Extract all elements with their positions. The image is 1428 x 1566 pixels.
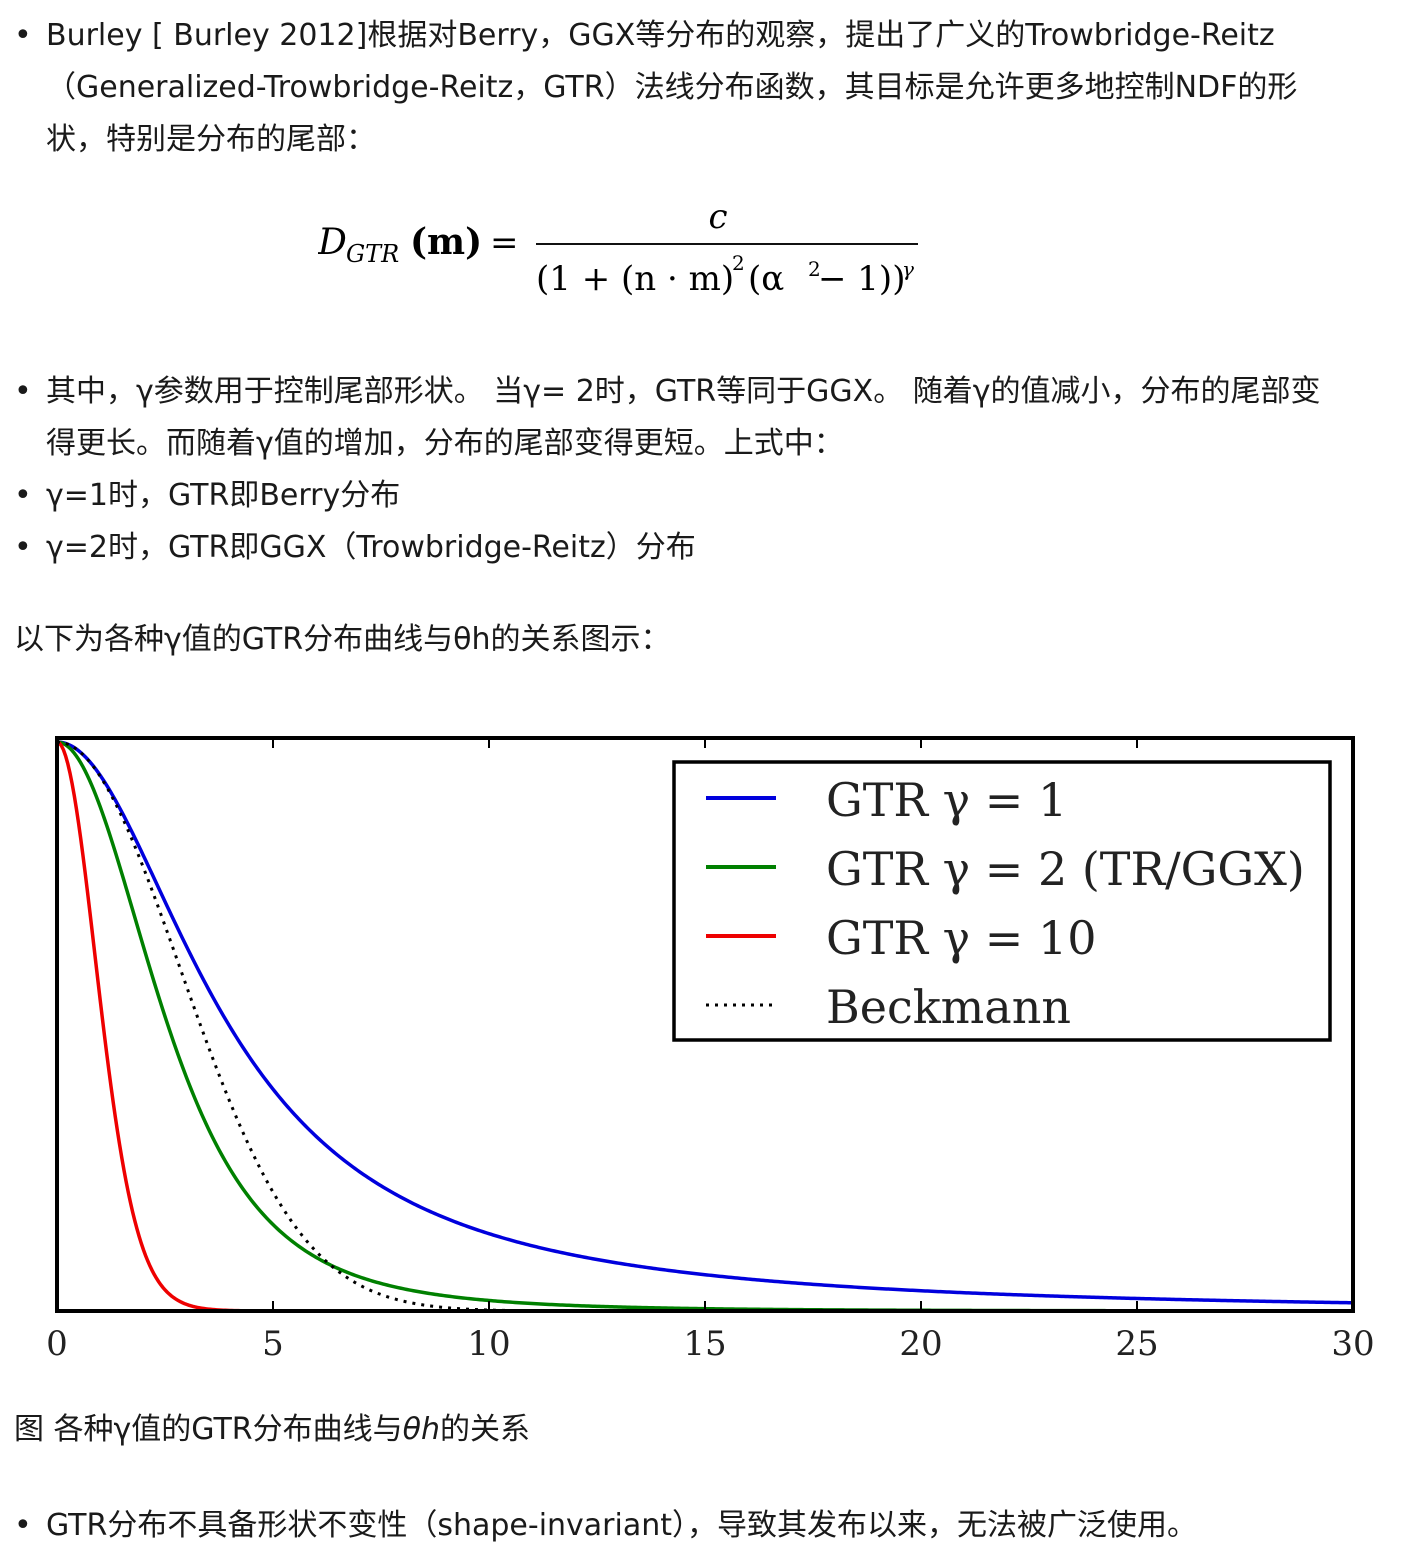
formula-den-sq: 2 — [732, 251, 745, 275]
legend: GTR γ = 1 GTR γ = 2 (TR/GGX) GTR γ = 10 Bec… — [672, 760, 1332, 1042]
bullet-text: γ=1时，GTR即Berry分布 — [46, 478, 401, 513]
chart-intro-text: 以下为各种γ值的GTR分布曲线与θh的关系图示： — [14, 622, 671, 657]
x-tick-label: 5 — [262, 1324, 284, 1364]
mid-bullets-item: • γ=2时，GTR即GGX（Trowbridge-Reitz）分布 — [14, 522, 696, 574]
formula-den-sq2: 2 — [808, 257, 821, 281]
bullet-line: • γ=2时，GTR即GGX（Trowbridge-Reitz）分布 — [14, 522, 696, 574]
bullet-text: Burley [ Burley 2012]根据对Berry，GGX等分布的观察，… — [46, 18, 1275, 53]
bullet-bottom-text: GTR分布不具备形状不变性（shape-invariant），导致其发布以来，无… — [46, 1508, 1198, 1543]
formula-den-part2: (α — [748, 259, 784, 299]
gtr-chart: 0 5 10 15 20 25 30 GTR γ = 1 GTR γ = 2 (TR/GGX)… — [46, 736, 1375, 1364]
bullet-line: • Burley [ Burley 2012]根据对Berry，GGX等分布的观察… — [14, 10, 1297, 62]
x-tick-label: 0 — [46, 1324, 68, 1364]
chart-caption: 图 各种γ值的GTR分布曲线与θh的关系 — [14, 1404, 530, 1456]
gtr-formula: D GTR (m) = c (1 + (n · m) 2 (α 2 − 1)) … — [317, 188, 928, 308]
bullet-text: （Generalized-Trowbridge-Reitz，GTR）法线分布函数… — [46, 70, 1298, 105]
caption-suffix: 的关系 — [440, 1412, 531, 1447]
bullet-line: • 其中，γ参数用于控制尾部形状。 当γ= 2时，GTR等同于GGX。 随着γ的值… — [14, 366, 1321, 418]
formula-lhs-sub: GTR — [346, 240, 399, 268]
x-tick-label: 30 — [1331, 1324, 1374, 1364]
x-tick-label: 25 — [1115, 1324, 1158, 1364]
bullet-text: γ=2时，GTR即GGX（Trowbridge-Reitz）分布 — [46, 530, 696, 565]
bullet-dot: • — [14, 374, 32, 409]
formula-numerator: c — [708, 197, 727, 237]
mid-bullets-item: • 其中，γ参数用于控制尾部形状。 当γ= 2时，GTR等同于GGX。 随着γ的值… — [14, 366, 1321, 470]
x-tick-label: 15 — [683, 1324, 726, 1364]
bullet-dot: • — [14, 478, 32, 513]
legend-label: GTR γ = 10 — [826, 911, 1097, 965]
x-tick-label: 20 — [899, 1324, 942, 1364]
formula-svg: D GTR (m) = c (1 + (n · m) 2 (α 2 − 1)) … — [317, 197, 918, 299]
mid-bullets-item: • γ=1时，GTR即Berry分布 — [14, 470, 400, 522]
bullet-text: 其中，γ参数用于控制尾部形状。 当γ= 2时，GTR等同于GGX。 随着γ的值减… — [46, 374, 1321, 409]
legend-label: GTR γ = 2 (TR/GGX) — [826, 842, 1305, 896]
legend-box — [672, 760, 1332, 1042]
legend-label: Beckmann — [826, 980, 1071, 1034]
bullet-line: 状，特别是分布的尾部： — [14, 114, 1297, 166]
bullet-dot: • — [14, 530, 32, 565]
x-tick-label: 10 — [467, 1324, 510, 1364]
formula-equals: = — [490, 223, 519, 263]
bullet-line: • γ=1时，GTR即Berry分布 — [14, 470, 400, 522]
caption-prefix: 图 各种γ值的GTR分布曲线与 — [14, 1412, 403, 1447]
series-line-0 — [56, 740, 1354, 1305]
bullet-line: （Generalized-Trowbridge-Reitz，GTR）法线分布函数… — [14, 62, 1297, 114]
x-ticks: 0 5 10 15 20 25 30 — [46, 738, 1375, 1364]
legend-label: GTR γ = 1 — [826, 773, 1067, 827]
formula-den-part1: (1 + (n · m) — [536, 259, 734, 299]
bullet-text: 得更长。而随着γ值的增加，分布的尾部变得更短。上式中： — [46, 426, 844, 461]
bullet-text: 状，特别是分布的尾部： — [46, 122, 376, 157]
formula-den-exp: γ — [902, 257, 914, 281]
bullet-bottom: • GTR分布不具备形状不变性（shape-invariant），导致其发布以来，… — [14, 1508, 1198, 1543]
bullet-dot: • — [14, 18, 32, 53]
top-bullets-item: • Burley [ Burley 2012]根据对Berry，GGX等分布的观察… — [14, 10, 1297, 166]
formula-lhs-d: D — [318, 222, 347, 263]
formula-den-part3: − 1)) — [818, 259, 905, 299]
formula-lhs-arg: (m) — [410, 221, 482, 263]
caption-var: θh — [402, 1412, 441, 1447]
bullet-line: 得更长。而随着γ值的增加，分布的尾部变得更短。上式中： — [14, 418, 1321, 470]
